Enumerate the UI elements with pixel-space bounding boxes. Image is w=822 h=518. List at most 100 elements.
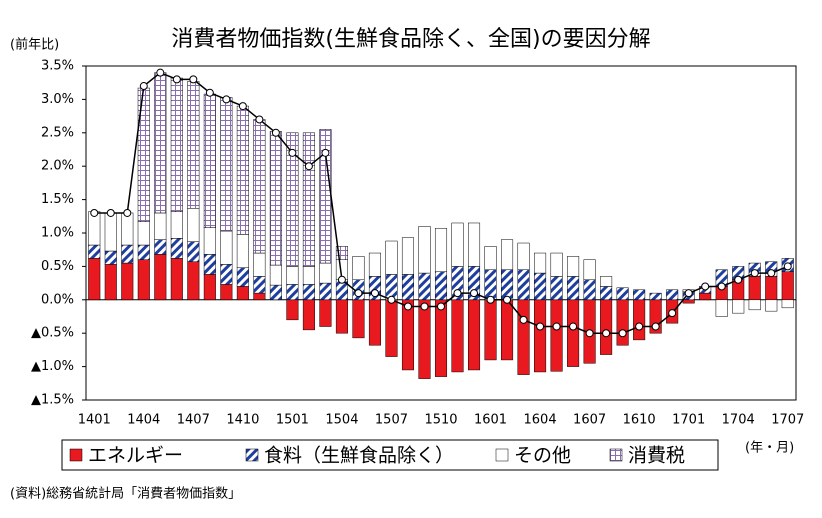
total-marker — [222, 95, 231, 104]
bar-segment — [269, 131, 282, 266]
total-marker — [189, 75, 198, 84]
y-tick-label: 3.0% — [41, 92, 74, 107]
bar-segment — [583, 279, 596, 301]
legend-swatch — [609, 448, 623, 462]
x-tick-label: 1601 — [474, 413, 507, 428]
x-tick-label: 1604 — [524, 413, 557, 428]
bar-segment — [484, 246, 497, 270]
total-marker — [569, 322, 578, 331]
legend-text: エネルギー — [88, 445, 183, 467]
bar-segment — [451, 299, 464, 373]
bar-segment — [302, 266, 315, 285]
bar-segment — [236, 105, 249, 235]
x-tick-label: 1707 — [771, 413, 804, 428]
bar-segment — [203, 93, 216, 228]
bar-segment — [517, 242, 530, 270]
bar-segment — [170, 77, 183, 212]
bar-segment — [104, 264, 117, 301]
legend-swatch — [69, 448, 83, 462]
bar-segment — [220, 230, 233, 265]
total-marker — [387, 295, 396, 304]
bar-segment — [137, 259, 150, 301]
bar-segment — [550, 299, 563, 372]
bar-segment — [401, 237, 415, 275]
bar-segment — [467, 222, 481, 267]
bar-segment — [550, 276, 563, 301]
bar-segment — [467, 299, 481, 371]
bar-segment — [220, 284, 233, 301]
total-marker — [238, 102, 247, 111]
bar-segment — [154, 239, 167, 255]
bar-segment — [170, 258, 183, 301]
legend-text: 消費税 — [628, 445, 685, 467]
total-marker — [288, 148, 297, 157]
x-tick-label: 1610 — [623, 413, 656, 428]
bar-segment — [154, 254, 167, 301]
bar-segment — [385, 299, 398, 357]
bar-segment — [401, 274, 415, 301]
bar-segment — [187, 81, 200, 209]
bar-segment — [666, 289, 679, 301]
y-axis-label: (前年比) — [10, 37, 59, 53]
y-tick-label: ▲0.5% — [31, 326, 74, 341]
bar-segment — [187, 208, 200, 242]
bar-segment — [335, 246, 348, 260]
total-marker — [403, 302, 412, 311]
bar-segment — [121, 262, 134, 301]
bar-segment — [567, 276, 580, 301]
bar-segment — [352, 256, 365, 281]
x-tick-label: 1507 — [375, 413, 408, 428]
bar-segment — [434, 299, 448, 377]
y-tick-label: 3.5% — [41, 59, 74, 74]
legend-box — [61, 439, 719, 471]
bar-segment — [286, 284, 299, 301]
bar-segment — [385, 240, 398, 275]
bar-segment — [616, 287, 629, 301]
total-marker — [519, 315, 528, 324]
x-tick-label: 1607 — [573, 413, 606, 428]
bar-segment — [319, 299, 332, 327]
total-marker — [585, 329, 594, 338]
total-marker — [106, 208, 115, 217]
bar-segment — [269, 264, 282, 286]
total-marker — [337, 275, 346, 284]
bar-segment — [633, 299, 646, 341]
bar-segment — [269, 284, 282, 301]
bar-segment — [534, 272, 547, 301]
bar-segment — [451, 222, 464, 267]
bar-segment — [748, 276, 761, 301]
bar-segment — [335, 299, 348, 334]
total-marker — [503, 295, 512, 304]
bar-segment — [484, 299, 497, 361]
bar-segment — [88, 258, 101, 301]
bar-segment — [286, 266, 299, 285]
total-marker — [304, 162, 313, 171]
total-marker — [668, 309, 677, 318]
bar-segment — [187, 241, 200, 262]
chart-title: 消費者物価指数(生鮮食品除く、全国)の要因分解 — [171, 27, 650, 52]
bar-segment — [137, 87, 150, 222]
total-marker — [602, 329, 611, 338]
total-marker — [552, 322, 561, 331]
bar-segment — [517, 299, 530, 375]
bar-segment — [302, 132, 315, 267]
total-marker — [536, 322, 545, 331]
total-marker — [354, 289, 363, 298]
total-marker — [635, 322, 644, 331]
bar-segment — [649, 292, 662, 301]
y-tick-label: 0.0% — [41, 292, 74, 307]
bar-segment — [220, 97, 233, 232]
bar-segment — [418, 226, 431, 274]
bar-segment — [633, 289, 646, 301]
bar-segment — [88, 244, 101, 259]
x-tick-label: 1404 — [127, 413, 160, 428]
total-marker — [651, 322, 660, 331]
x-tick-label: 1701 — [672, 413, 705, 428]
x-tick-label: 1704 — [722, 413, 755, 428]
bar-segment — [682, 299, 695, 304]
y-tick-label: 1.0% — [41, 226, 74, 241]
bar-segment — [550, 252, 563, 277]
bar-segment — [748, 299, 761, 311]
total-marker — [750, 269, 759, 278]
